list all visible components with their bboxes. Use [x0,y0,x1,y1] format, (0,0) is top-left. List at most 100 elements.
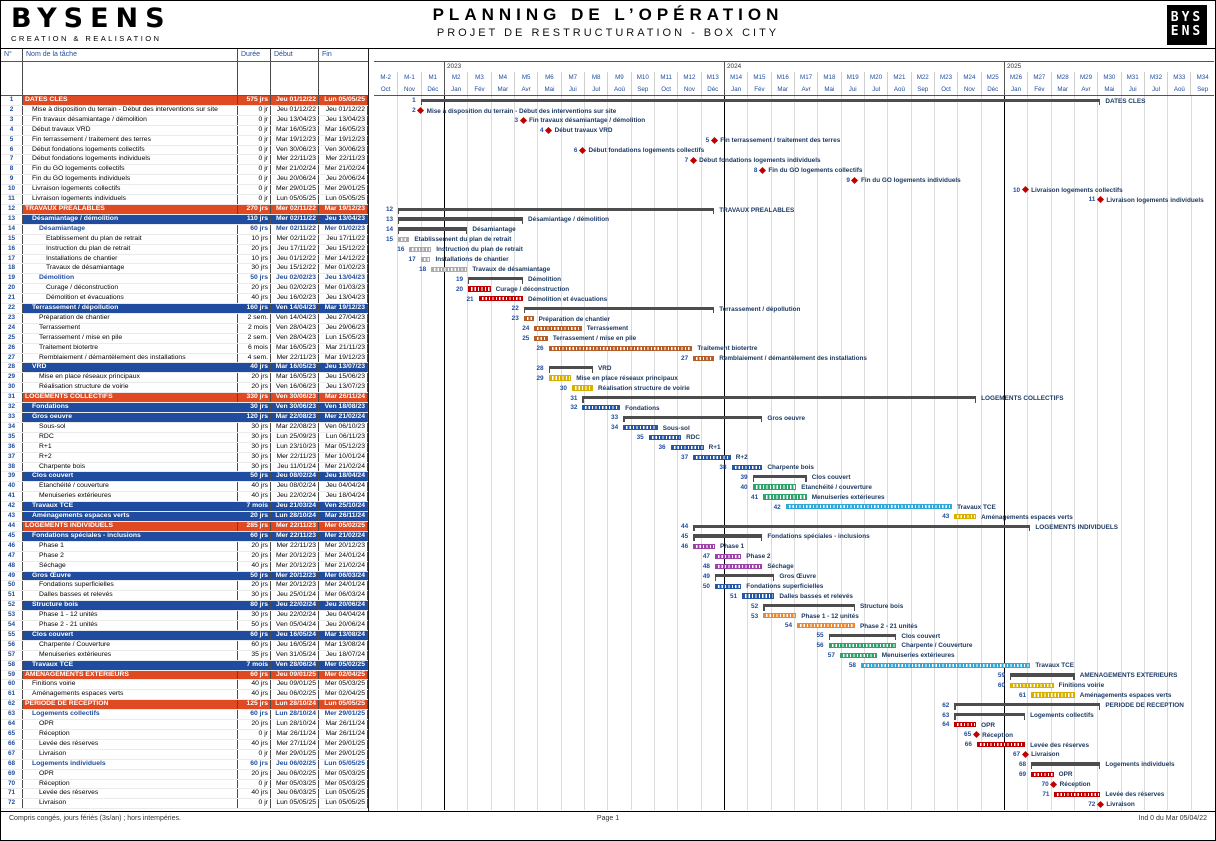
table-row: 33 Gros oeuvre 120 jrs Mar 22/08/23 Mer 21/0… [1,413,368,423]
end-date-cell: Mer 02/04/25 [319,670,368,680]
task-id-cell: 11 [1,195,23,204]
gantt-bar-label: Fin du GO logements collectifs [768,166,863,174]
timeline-m-cell: M2 [443,72,467,84]
gantt-task-bar [1031,771,1054,777]
gantt-row-number: 34 [611,424,619,432]
timeline-month-cell: Oct [380,86,391,93]
table-row: 10 Livraison logements collectifs 0 jr Mer … [1,185,368,196]
end-date-cell: Mer 10/01/24 [319,452,368,462]
gantt-row: 37 R+2 [374,453,1214,463]
duration-cell: 0 jr [238,799,271,809]
timeline-month-cell: Sep [910,84,934,95]
table-row: 54 Phase 2 - 21 unités 50 jrs Ven 05/04/24 J… [1,621,368,631]
end-date-cell: Mer 21/02/24 [319,531,368,541]
task-id-cell: 61 [1,690,23,700]
timeline-year-label: 2023 [443,62,461,72]
task-id-cell: 39 [1,472,23,482]
duration-cell: 20 jrs [238,581,271,591]
timeline-m-cell: M28 [1050,72,1074,84]
gantt-row: 24 Terrassement [374,324,1214,334]
end-date-cell: Jeu 13/07/23 [319,383,368,393]
gantt-gridlines [374,96,1214,810]
gantt-row: 57 Menuiseries extérieures [374,651,1214,661]
gantt-row-number: 52 [751,602,759,610]
table-row: 29 Mise en place réseaux principaux 20 jrs… [1,373,368,384]
gantt-bar-label: RDC [686,434,700,442]
month-gridline [630,96,632,810]
task-id-cell: 69 [1,769,23,779]
start-date-cell: Jeu 01/12/22 [271,105,319,115]
task-id-cell: 35 [1,432,23,442]
gantt-row: 46 Phase 1 [374,542,1214,552]
timeline-m-cell: M34 [1190,72,1213,84]
start-date-cell: Lun 25/09/23 [271,432,319,442]
gantt-row: 23 Préparation de chantier [374,314,1214,324]
table-row: 22 Terrassement / dépollution 160 jrs Ven 1… [1,304,368,314]
gantt-summary-bar [763,603,855,612]
task-name-cell: Préparation de chantier [23,313,238,323]
gantt-row: 59 AMENAGEMENTS EXTERIEURS [374,671,1214,681]
gantt-row-number: 51 [729,592,738,600]
gantt-row-number: 15 [385,236,394,244]
gantt-bar-label: Etanchéité / couverture [801,483,872,491]
task-name-cell: Etanchéité / couverture [23,482,238,492]
gantt-row-number: 39 [740,473,748,481]
month-gridline [584,96,585,810]
timeline-m-cell: M33 [1167,72,1190,84]
gantt-bar-label: Démolition [528,275,562,283]
task-name-cell: DATES CLES [23,96,238,105]
duration-cell: 30 jrs [238,432,271,442]
duration-cell: 20 jrs [238,551,271,561]
start-date-cell: Mer 20/12/23 [271,571,319,581]
duration-cell: 7 mois [238,502,271,512]
month-gridline [1144,96,1145,810]
duration-cell: 10 jrs [238,234,271,244]
task-id-cell: 68 [1,759,23,769]
gantt-task-bar [763,613,797,619]
task-id-cell: 71 [1,789,23,799]
end-date-cell: Jeu 13/04/23 [319,274,368,284]
gantt-summary-bar [954,712,1026,721]
start-date-cell: Jeu 08/02/24 [271,482,319,492]
end-date-cell: Mar 19/12/23 [319,204,368,214]
gantt-row-number: 72 [1088,800,1096,808]
task-name-cell: Remblaiement / démantèlement des install… [23,353,238,363]
gantt-row: 43 Aménagements espaces verts [374,512,1214,522]
table-row: 30 Réalisation structure de voirie 20 jrs V… [1,383,368,394]
timeline-month-cell: Jul [863,84,887,95]
gantt-row: 4 Début travaux VRD [374,126,1214,136]
gantt-row-number: 5 [705,137,710,145]
gantt-row-number: 8 [753,166,758,174]
task-id-cell: 27 [1,353,23,363]
month-gridline [1120,96,1122,810]
start-date-cell: Jeu 11/01/24 [271,462,319,472]
gantt-bar-label: DATES CLES [1105,97,1146,105]
task-name-cell: Aménagements espaces verts [23,512,238,521]
start-date-cell: Mer 22/11/23 [271,155,319,165]
gantt-row-number: 38 [719,463,727,471]
task-name-cell: Dalles basses et relevés [23,591,238,601]
table-row: 11 Livraison logements individuels 0 jr Lun… [1,195,368,205]
col-header-end: Fin [322,51,332,58]
task-id-cell: 56 [1,640,23,650]
task-id-cell: 12 [1,204,23,214]
timeline-m-cell: M20 [863,72,887,84]
task-name-cell: Clos couvert [23,472,238,482]
task-id-cell: 15 [1,234,23,244]
end-date-cell: Jeu 15/12/22 [319,244,368,254]
duration-cell: 60 jrs [238,531,271,541]
end-date-cell: Mer 02/04/25 [319,690,368,700]
gantt-row: 33 Gros oeuvre [374,413,1214,424]
end-date-cell: Jeu 13/04/23 [319,214,368,224]
gantt-task-bar [714,563,763,569]
gantt-bar-label: Logements collectifs [1030,711,1094,719]
square-logo-line1: BYS [1170,10,1204,25]
gantt-row-number: 59 [997,671,1006,679]
gantt-row-number: 68 [1018,761,1027,769]
table-row: 59 AMENAGEMENTS EXTERIEURS 60 jrs Jeu 09/01… [1,670,368,681]
page-footer: Compris congés, jours fériés (3s/an) ; h… [1,811,1215,840]
gantt-row-number: 61 [1018,691,1027,699]
footer-note: Compris congés, jours fériés (3s/an) ; h… [9,815,181,822]
task-name-cell: Désamiantage / démolition [23,214,238,224]
timeline-m-cell: M9 [607,72,630,84]
